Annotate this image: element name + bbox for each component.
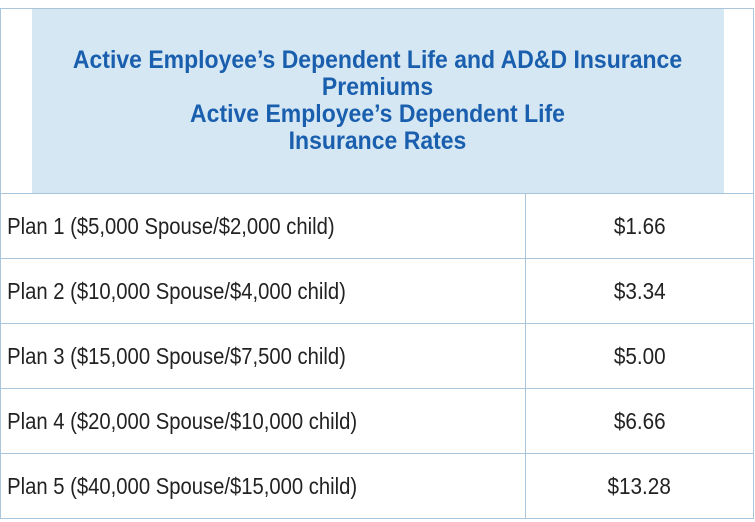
rate-value: $1.66 [613, 212, 666, 239]
plan-cell: Plan 3 ($15,000 Spouse/$7,500 child) [0, 323, 526, 389]
table-header-row: Active Employee’s Dependent Life and AD&… [1, 8, 754, 194]
table-row: Plan 2 ($10,000 Spouse/$4,000 child) $3.… [0, 258, 755, 324]
rate-value: $13.28 [607, 472, 672, 499]
rate-value: $5.00 [613, 342, 666, 369]
rate-value: $3.34 [613, 277, 666, 304]
rate-cell: $5.00 [524, 323, 755, 389]
plan-cell: Plan 5 ($40,000 Spouse/$15,000 child) [0, 453, 526, 519]
table-title-line-4: Insurance Rates [288, 127, 466, 155]
table-row: Plan 5 ($40,000 Spouse/$15,000 child) $1… [0, 453, 755, 519]
table-title: Active Employee’s Dependent Life and AD&… [30, 8, 724, 194]
rate-cell: $3.34 [524, 258, 755, 324]
plan-cell: Plan 1 ($5,000 Spouse/$2,000 child) [0, 193, 526, 259]
table-row: Plan 4 ($20,000 Spouse/$10,000 child) $6… [0, 388, 755, 454]
table-title-line-1: Active Employee’s Dependent Life and AD&… [72, 46, 682, 74]
rate-cell: $6.66 [524, 388, 755, 454]
plan-label: Plan 2 ($10,000 Spouse/$4,000 child) [7, 277, 346, 304]
table-row: Plan 3 ($15,000 Spouse/$7,500 child) $5.… [0, 323, 755, 389]
plan-label: Plan 3 ($15,000 Spouse/$7,500 child) [7, 342, 346, 369]
plan-label: Plan 5 ($40,000 Spouse/$15,000 child) [7, 472, 358, 499]
table-row: Plan 1 ($5,000 Spouse/$2,000 child) $1.6… [0, 193, 755, 259]
plan-label: Plan 4 ($20,000 Spouse/$10,000 child) [7, 407, 358, 434]
plan-label: Plan 1 ($5,000 Spouse/$2,000 child) [7, 212, 335, 239]
table-title-line-2: Premiums [321, 73, 433, 101]
table-title-line-3: Active Employee’s Dependent Life [189, 100, 565, 128]
plan-cell: Plan 4 ($20,000 Spouse/$10,000 child) [0, 388, 526, 454]
rate-cell: $13.28 [524, 453, 755, 519]
rate-cell: $1.66 [524, 193, 755, 259]
dependent-life-rates-table: Active Employee’s Dependent Life and AD&… [0, 8, 755, 519]
rate-value: $6.66 [613, 407, 666, 434]
plan-cell: Plan 2 ($10,000 Spouse/$4,000 child) [0, 258, 526, 324]
